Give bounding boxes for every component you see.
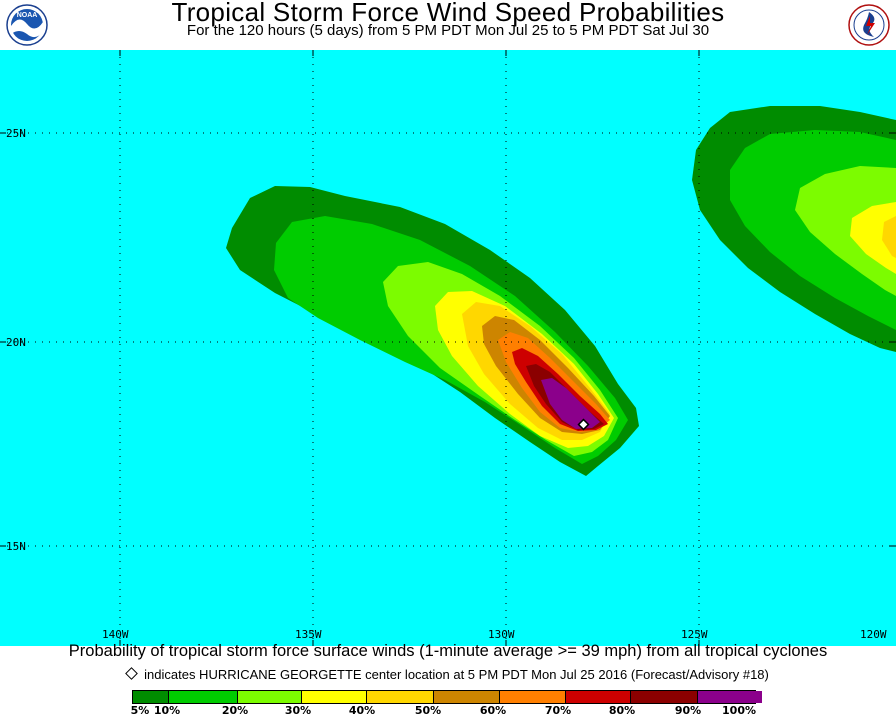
page-subtitle: For the 120 hours (5 days) from 5 PM PDT… — [186, 22, 710, 39]
header: NOAA Tropical Storm Force Wind Speed Pro… — [0, 0, 896, 50]
map-description: Probability of tropical storm force surf… — [68, 642, 828, 660]
legend-swatch — [366, 691, 433, 703]
legend-label: 5% — [130, 704, 150, 717]
legend-label: 20% — [221, 704, 249, 717]
lon-label-135w: 135W — [295, 628, 322, 641]
storm-center-diamond-icon — [577, 418, 590, 431]
legend-swatch — [630, 691, 697, 703]
east-contour-40-percent — [882, 216, 896, 258]
contour-90-percent — [541, 378, 600, 429]
east-contour-20-percent — [795, 166, 896, 296]
legend-swatch — [565, 691, 630, 703]
probability-legend — [132, 690, 762, 704]
georgette-probability-swath — [226, 186, 639, 476]
lat-label-25n: 25N — [6, 127, 26, 140]
legend-swatch — [133, 691, 168, 703]
map-gridlines — [0, 50, 896, 646]
legend-swatch — [237, 691, 301, 703]
lon-label-125w: 125W — [681, 628, 708, 641]
marker-note-text: indicates HURRICANE GEORGETTE center loc… — [144, 667, 769, 682]
legend-label: 30% — [284, 704, 312, 717]
lon-label-140w: 140W — [102, 628, 129, 641]
axis-ticks — [0, 50, 896, 646]
legend-label: 50% — [414, 704, 442, 717]
east-contour-30-percent — [850, 202, 896, 274]
legend-swatch — [168, 691, 237, 703]
lat-label-20n: 20N — [6, 336, 26, 349]
legend-label: 100% — [722, 704, 756, 717]
noaa-logo-text: NOAA — [17, 12, 38, 19]
legend-label: 60% — [479, 704, 507, 717]
lat-label-15n: 15N — [6, 540, 26, 553]
national-weather-service-logo-icon — [848, 4, 890, 46]
legend-label: 80% — [608, 704, 636, 717]
lon-label-120w: 120W — [860, 628, 887, 641]
page-title: Tropical Storm Force Wind Speed Probabil… — [171, 0, 725, 27]
legend-swatch — [301, 691, 366, 703]
noaa-logo: NOAA — [6, 4, 48, 46]
marker-note-row: indicates HURRICANE GEORGETTE center loc… — [0, 667, 896, 682]
lon-label-130w: 130W — [488, 628, 515, 641]
diamond-key-icon — [125, 667, 139, 680]
legend-label: 70% — [544, 704, 572, 717]
probability-map: 25N 20N 15N 140W 135W 130W 125W 120W — [0, 50, 896, 646]
legend-label: 40% — [348, 704, 376, 717]
eastern-probability-swath — [692, 106, 896, 352]
legend-label: 10% — [153, 704, 181, 717]
legend-swatch — [697, 691, 762, 703]
legend-swatch — [499, 691, 565, 703]
legend-label: 90% — [674, 704, 702, 717]
legend-swatch — [433, 691, 499, 703]
